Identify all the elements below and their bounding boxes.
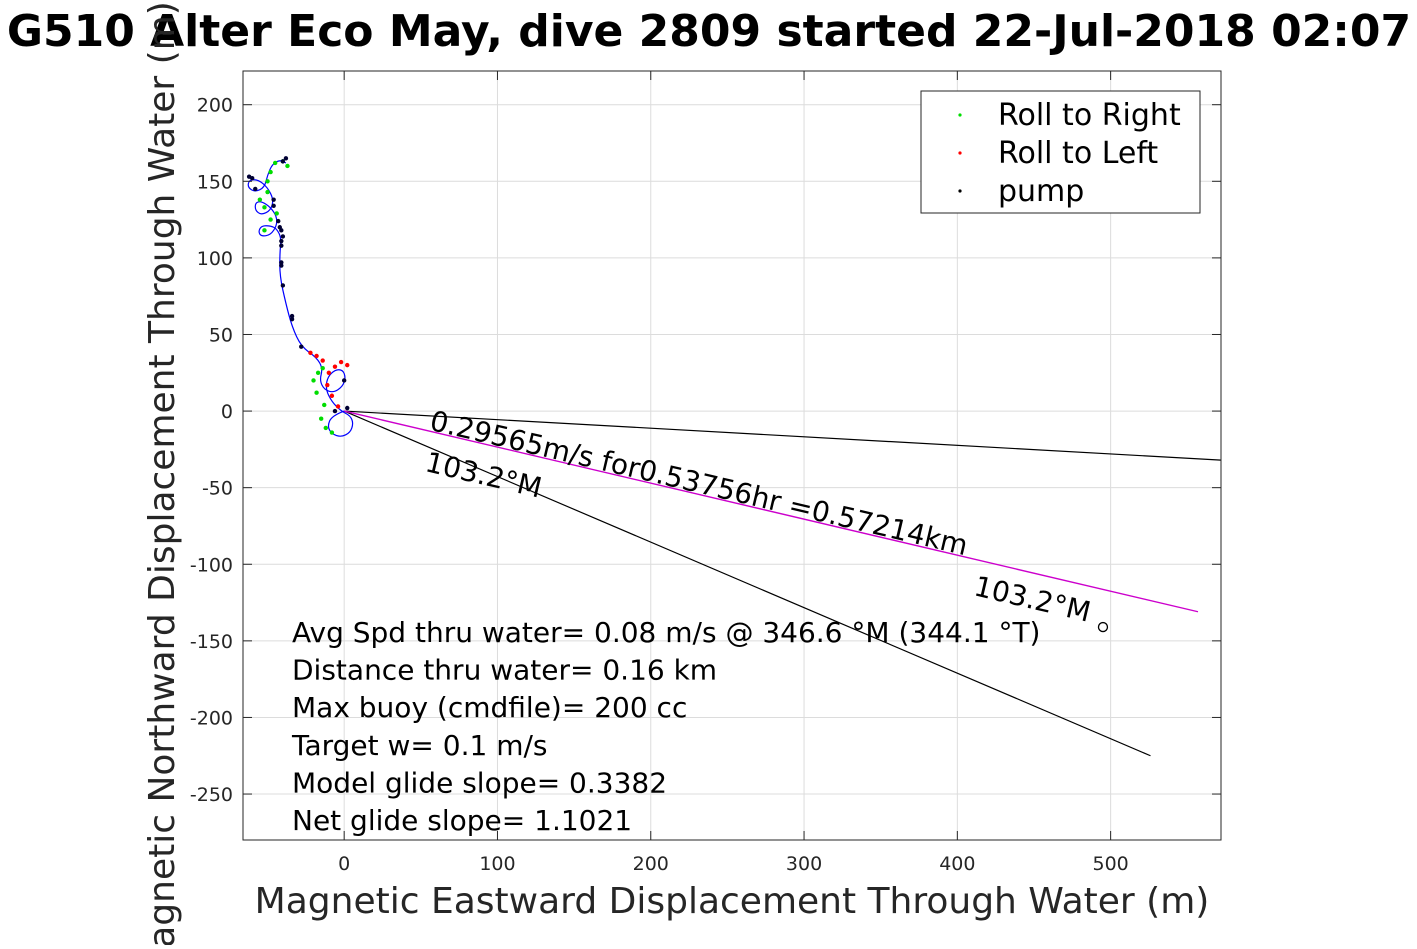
y-tick-label: -50 (202, 478, 233, 500)
pump-point (289, 316, 295, 322)
x-tick-label: 200 (633, 853, 669, 875)
legend-marker-roll-right (958, 113, 962, 117)
x-tick-label: 100 (479, 853, 515, 875)
roll-right-point (315, 370, 321, 375)
pump-point (253, 186, 258, 192)
y-tick-label: 0 (221, 401, 233, 423)
roll-left-point (314, 353, 319, 359)
x-tick-label: 0 (338, 853, 350, 875)
heading-reference-line (344, 410, 1221, 461)
y-tick-label: 200 (197, 95, 233, 117)
stats-line: Avg Spd thru water= 0.08 m/s @ 346.6 °M … (292, 616, 1040, 649)
roll-right-point (265, 179, 270, 184)
y-tick-label: -200 (190, 707, 233, 729)
legend-label-roll-right: Roll to Right (998, 98, 1181, 133)
pump-point (280, 283, 286, 288)
x-tick-label: 500 (1092, 853, 1128, 875)
legend-box (920, 90, 1201, 214)
roll-right-point (268, 217, 273, 222)
chart-title: G510 Alter Eco May, dive 2809 started 22… (7, 6, 1411, 57)
pump-point (289, 313, 295, 319)
pump-point (271, 203, 276, 209)
roll-left-point (332, 364, 338, 369)
roll-right-point (314, 390, 319, 395)
roll-left-point (345, 362, 350, 368)
y-tick-label: 100 (197, 248, 233, 270)
pump-point (332, 408, 338, 414)
roll-right-point (320, 365, 325, 371)
legend-marker-roll-left (958, 151, 962, 155)
legend: Roll to Right Roll to Left pump (920, 90, 1201, 214)
stats-line: Distance thru water= 0.16 km (292, 654, 717, 687)
pump-point (345, 405, 350, 411)
legend-label-roll-left: Roll to Left (998, 136, 1158, 171)
roll-right-point (257, 197, 263, 202)
pump-point (341, 378, 347, 383)
roll-left-point (308, 350, 313, 356)
pump-point (299, 344, 304, 349)
pump-point (280, 159, 286, 164)
stats-line: Target w= 0.1 m/s (291, 729, 548, 762)
pump-point (279, 263, 284, 268)
roll-right-point (323, 425, 328, 431)
axis-ticks: 0 100 200 300 400 500200150100500-50-100-150-… (190, 71, 1221, 875)
y-tick-label: 50 (209, 324, 233, 346)
projected-track-line (344, 410, 1199, 613)
stats-line: Model glide slope= 0.3382 (292, 766, 667, 799)
pump-point (283, 156, 289, 161)
roll-right-point (262, 228, 267, 233)
y-tick-label: 150 (197, 171, 233, 193)
roll-right-point (265, 189, 270, 195)
pump-point (277, 225, 282, 230)
y-axis-label: Magnetic Northward Displacement Through … (142, 1, 183, 945)
roll-left-point (335, 404, 341, 409)
roll-right-point (268, 169, 273, 175)
roll-right-point (311, 378, 316, 383)
roll-right-point (274, 211, 279, 216)
x-axis-label: Magnetic Eastward Displacement Through W… (255, 881, 1210, 922)
pump-point (246, 174, 252, 179)
stats-line: Net glide slope= 1.1021 (292, 804, 632, 837)
y-tick-label: -250 (190, 784, 233, 806)
roll-right-point (329, 430, 335, 435)
pump-point (271, 197, 276, 202)
marker-points (246, 156, 350, 435)
roll-left-point (338, 359, 344, 365)
stats-line: Max buoy (cmdfile)= 200 cc (292, 691, 687, 724)
reference-lines (343, 410, 1221, 757)
roll-right-point (322, 402, 327, 408)
roll-right-point (285, 163, 290, 169)
roll-right-point (318, 416, 324, 421)
legend-marker-pump (958, 189, 962, 193)
legend-label-pump: pump (998, 174, 1084, 209)
roll-right-point (272, 160, 278, 166)
stats-box: Avg Spd thru water= 0.08 m/s @ 346.6 °M … (291, 616, 1040, 837)
x-tick-label: 400 (939, 853, 975, 875)
roll-left-point (320, 358, 325, 363)
end-position-marker (1097, 621, 1109, 633)
pump-point (279, 260, 284, 265)
pump-point (279, 243, 284, 248)
roll-left-point (329, 393, 335, 398)
plot-frame (242, 70, 1222, 841)
roll-right-point (262, 205, 267, 210)
pump-point (279, 238, 284, 244)
pump-point (276, 218, 281, 224)
pump-point (280, 234, 286, 239)
x-tick-label: 300 (786, 853, 822, 875)
roll-left-point (325, 382, 330, 388)
roll-left-point (326, 370, 332, 375)
heading-reference-line (343, 410, 1151, 757)
y-tick-label: -150 (190, 631, 233, 653)
y-tick-label: -100 (190, 554, 233, 576)
